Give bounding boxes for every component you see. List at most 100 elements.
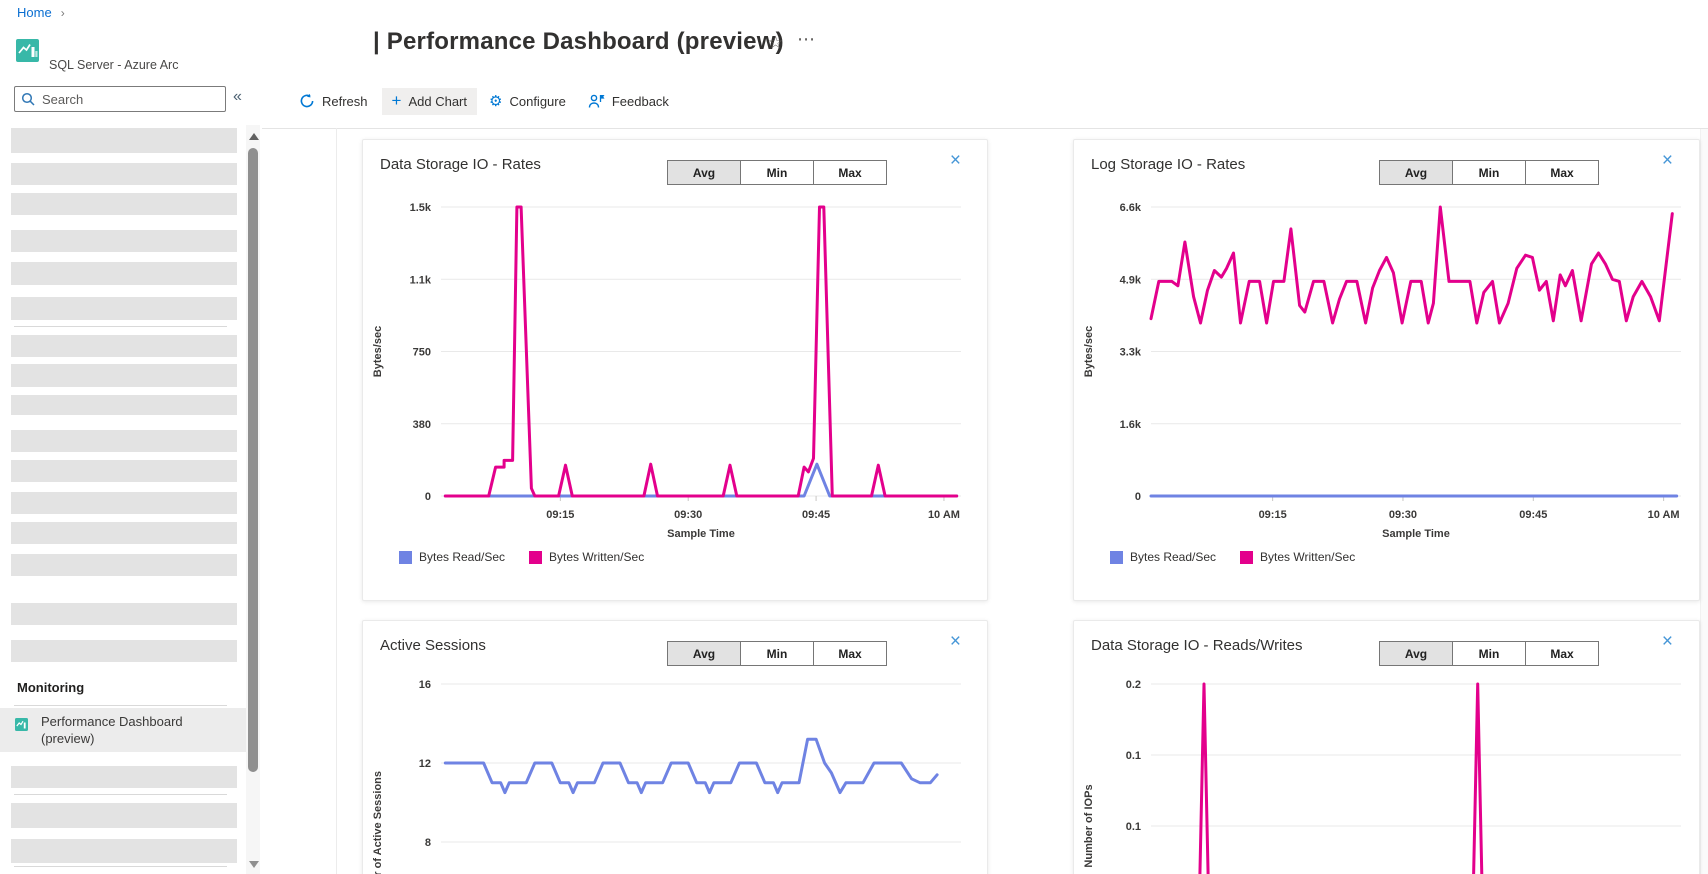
line-chart: 16 12 8 Number of Active Sessions: [372, 679, 961, 874]
feedback-button[interactable]: Feedback: [578, 87, 679, 115]
line-chart: 6.6k 4.9k 3.3k 1.6k 0 09:15 09:30 09:45 10 AM Sam…: [1083, 202, 1681, 540]
main-scrollbar-track[interactable]: [1700, 129, 1708, 874]
avg-button[interactable]: Avg: [667, 641, 741, 666]
svg-text:Number of Active Sessions: Number of Active Sessions: [372, 771, 384, 874]
legend-item: Bytes Read/Sec: [1110, 550, 1216, 564]
skeleton-bar: [11, 163, 237, 185]
chart-title: Log Storage IO - Rates: [1091, 156, 1246, 173]
max-button[interactable]: Max: [1525, 641, 1599, 666]
more-options-icon[interactable]: ⋯: [797, 29, 816, 49]
skeleton-bar: [11, 230, 237, 252]
feedback-icon: [588, 94, 605, 108]
skeleton-bar: [11, 262, 237, 285]
chart-title: Data Storage IO - Reads/Writes: [1091, 637, 1303, 654]
add-chart-button[interactable]: + Add Chart: [381, 87, 478, 115]
sidebar-section-monitoring: Monitoring: [17, 680, 85, 695]
chart-title: Data Storage IO - Rates: [380, 156, 541, 173]
toolbar-divider: [262, 128, 1708, 129]
legend-swatch: [529, 550, 543, 564]
line-chart: 1.5k 1.1k 750 380 0 09:15 09:30 09:45 10 AM Sampl…: [372, 202, 961, 540]
svg-text:1.1k: 1.1k: [410, 274, 432, 286]
close-icon[interactable]: ×: [949, 150, 961, 171]
skeleton-bar: [11, 492, 237, 514]
page-title: | Performance Dashboard (preview): [373, 28, 784, 55]
search-icon: [21, 92, 35, 106]
svg-text:10 AM: 10 AM: [1648, 509, 1680, 521]
svg-text:1.6k: 1.6k: [1120, 419, 1142, 431]
sidebar-item-performance-dashboard[interactable]: Performance Dashboard (preview): [0, 708, 246, 752]
aggregation-toggle: Avg Min Max: [667, 160, 887, 185]
sidebar-scrollbar-thumb[interactable]: [248, 148, 258, 772]
aggregation-toggle: Avg Min Max: [1379, 641, 1599, 666]
performance-dashboard-icon: [15, 718, 28, 736]
legend-swatch: [1240, 550, 1254, 564]
skeleton-bar: [11, 297, 237, 320]
line-chart: 0.2 0.1 0.1 Number of IOPs: [1083, 679, 1681, 874]
skeleton-bar: [11, 803, 237, 828]
svg-text:Bytes/sec: Bytes/sec: [1083, 326, 1095, 377]
sql-server-azure-arc-icon: [16, 39, 39, 62]
breadcrumb: Home ›: [17, 5, 65, 20]
close-icon[interactable]: ×: [1661, 631, 1673, 652]
avg-button[interactable]: Avg: [667, 160, 741, 185]
svg-text:6.6k: 6.6k: [1120, 202, 1142, 214]
command-bar: Refresh + Add Chart ⚙ Configure Feedback: [289, 86, 679, 116]
scroll-up-icon[interactable]: [249, 133, 259, 140]
configure-button[interactable]: ⚙ Configure: [489, 92, 566, 110]
sidebar-item-label-line2: (preview): [41, 730, 95, 746]
chart-legend: Bytes Read/Sec Bytes Written/Sec: [1110, 550, 1355, 564]
close-icon[interactable]: ×: [1661, 150, 1673, 171]
chart-card-data-storage-reads-writes: Data Storage IO - Reads/Writes Avg Min M…: [1073, 620, 1700, 874]
svg-text:Number of IOPs: Number of IOPs: [1083, 784, 1095, 867]
svg-text:09:15: 09:15: [1259, 509, 1287, 521]
max-button[interactable]: Max: [1525, 160, 1599, 185]
breadcrumb-home-link[interactable]: Home: [17, 5, 52, 20]
chevron-right-icon: ›: [60, 6, 65, 20]
skeleton-bar: [11, 395, 237, 415]
svg-text:09:15: 09:15: [546, 509, 574, 521]
favorite-star-icon[interactable]: ☆: [768, 33, 784, 52]
skeleton-bar: [11, 193, 237, 215]
legend-label: Bytes Read/Sec: [1130, 550, 1217, 564]
sidebar-divider: [14, 866, 227, 867]
chart-card-data-storage-rates: Data Storage IO - Rates Avg Min Max × 1.…: [362, 139, 988, 601]
min-button[interactable]: Min: [1452, 160, 1526, 185]
svg-text:3.3k: 3.3k: [1120, 347, 1142, 359]
sidebar-item-label-line1: Performance Dashboard: [41, 714, 183, 729]
app-name: SQL Server - Azure Arc: [49, 58, 179, 72]
chart-card-active-sessions: Active Sessions Avg Min Max × 16 12 8 Numbe…: [362, 620, 988, 874]
refresh-button[interactable]: Refresh: [289, 87, 378, 115]
avg-button[interactable]: Avg: [1379, 641, 1453, 666]
legend-swatch: [399, 550, 412, 564]
search-input[interactable]: [14, 86, 226, 112]
skeleton-bar: [11, 603, 237, 625]
max-button[interactable]: Max: [813, 160, 887, 185]
plus-icon: +: [391, 91, 402, 110]
skeleton-bar: [11, 839, 237, 863]
svg-text:0: 0: [425, 491, 431, 503]
chart-legend: Bytes Read/Sec Bytes Written/Sec: [399, 550, 644, 564]
refresh-icon: [300, 93, 314, 108]
legend-label: Bytes Read/Sec: [419, 550, 506, 564]
max-button[interactable]: Max: [813, 641, 887, 666]
legend-swatch: [1110, 550, 1123, 564]
sidebar-divider: [14, 705, 227, 706]
sidebar-divider: [14, 326, 227, 327]
min-button[interactable]: Min: [740, 160, 814, 185]
skeleton-bar: [11, 640, 237, 662]
aggregation-toggle: Avg Min Max: [1379, 160, 1599, 185]
svg-text:12: 12: [419, 758, 431, 770]
close-icon[interactable]: ×: [949, 631, 961, 652]
svg-text:1.5k: 1.5k: [410, 202, 432, 214]
skeleton-bar: [11, 430, 237, 452]
scroll-down-icon[interactable]: [249, 861, 259, 868]
svg-text:8: 8: [425, 837, 431, 849]
skeleton-bar: [11, 364, 237, 387]
gear-icon: ⚙: [489, 92, 503, 110]
svg-text:0.1: 0.1: [1126, 821, 1141, 833]
collapse-sidebar-button[interactable]: «: [233, 88, 242, 105]
sidebar-divider: [14, 794, 227, 795]
svg-text:4.9k: 4.9k: [1120, 274, 1142, 286]
skeleton-bar: [11, 554, 237, 576]
aggregation-toggle: Avg Min Max: [667, 641, 887, 666]
